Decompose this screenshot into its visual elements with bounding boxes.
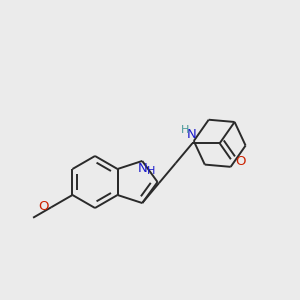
Text: O: O bbox=[39, 200, 49, 213]
Text: N: N bbox=[137, 162, 147, 175]
Text: H: H bbox=[181, 125, 190, 135]
Text: O: O bbox=[235, 155, 245, 168]
Text: H: H bbox=[147, 166, 155, 176]
Text: N: N bbox=[187, 128, 196, 141]
